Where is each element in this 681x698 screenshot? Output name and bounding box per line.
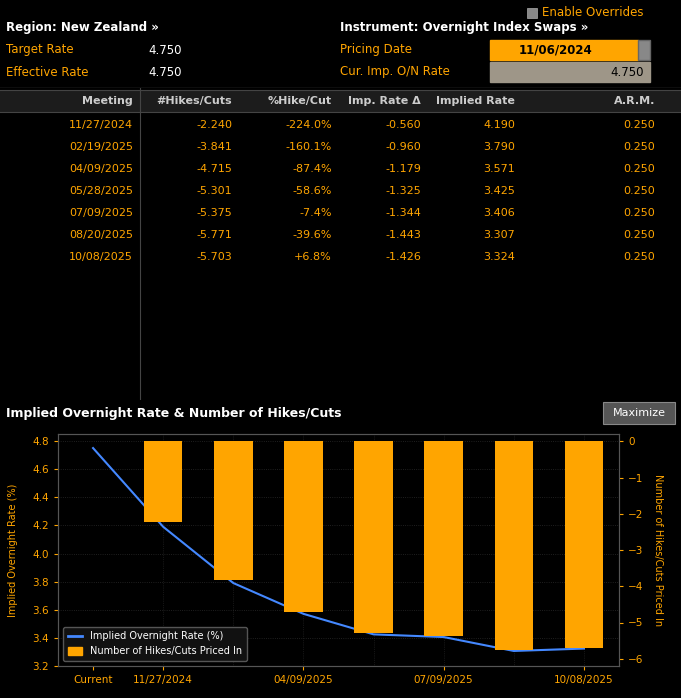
Bar: [0, 90, 681, 112]
Text: +6.8%: +6.8%: [294, 252, 332, 262]
Text: -39.6%: -39.6%: [293, 230, 332, 240]
Text: -224.0%: -224.0%: [285, 120, 332, 130]
Text: 0.250: 0.250: [623, 252, 655, 262]
Text: Target Rate: Target Rate: [6, 43, 74, 57]
Text: 3.324: 3.324: [483, 252, 515, 262]
Text: Effective Rate: Effective Rate: [6, 66, 89, 78]
Text: -5.703: -5.703: [196, 252, 232, 262]
Text: 4.750: 4.750: [610, 66, 644, 78]
Text: 11/06/2024: 11/06/2024: [519, 43, 593, 57]
Text: 07/09/2025: 07/09/2025: [69, 208, 133, 218]
Y-axis label: Number of Hikes/Cuts Priced In: Number of Hikes/Cuts Priced In: [653, 474, 663, 626]
Text: -1.443: -1.443: [385, 230, 421, 240]
Text: Pricing Date: Pricing Date: [340, 43, 412, 57]
Text: Region: New Zealand »: Region: New Zealand »: [6, 22, 159, 34]
Text: -1.179: -1.179: [385, 164, 421, 174]
Bar: [144, 441, 183, 522]
Bar: [638, 40, 650, 60]
Bar: [424, 441, 463, 636]
Text: 0.250: 0.250: [623, 208, 655, 218]
Bar: [354, 441, 393, 633]
Text: -3.841: -3.841: [196, 142, 232, 152]
Bar: [527, 8, 537, 18]
Text: 05/28/2025: 05/28/2025: [69, 186, 133, 196]
Text: 0.250: 0.250: [623, 142, 655, 152]
Text: -58.6%: -58.6%: [293, 186, 332, 196]
Bar: [490, 62, 650, 82]
Text: -0.560: -0.560: [385, 120, 421, 130]
Text: 4.750: 4.750: [148, 66, 182, 78]
Bar: [494, 441, 533, 651]
Text: 3.425: 3.425: [483, 186, 515, 196]
Text: 0.250: 0.250: [623, 186, 655, 196]
Text: -1.344: -1.344: [385, 208, 421, 218]
Text: 3.571: 3.571: [484, 164, 515, 174]
Bar: [565, 441, 603, 648]
Text: 0.250: 0.250: [623, 230, 655, 240]
Text: 4.190: 4.190: [483, 120, 515, 130]
Text: -2.240: -2.240: [196, 120, 232, 130]
Text: -5.301: -5.301: [196, 186, 232, 196]
Text: Implied Overnight Rate & Number of Hikes/Cuts: Implied Overnight Rate & Number of Hikes…: [6, 406, 341, 419]
Text: -0.960: -0.960: [385, 142, 421, 152]
Text: 02/19/2025: 02/19/2025: [69, 142, 133, 152]
Bar: [284, 441, 323, 612]
Text: 3.406: 3.406: [484, 208, 515, 218]
Text: -1.325: -1.325: [385, 186, 421, 196]
Bar: [490, 40, 638, 60]
Text: 11/27/2024: 11/27/2024: [69, 120, 133, 130]
Bar: [603, 402, 675, 424]
Text: A.R.M.: A.R.M.: [614, 96, 655, 106]
Text: Enable Overrides: Enable Overrides: [542, 6, 644, 20]
Y-axis label: Implied Overnight Rate (%): Implied Overnight Rate (%): [8, 483, 18, 617]
Legend: Implied Overnight Rate (%), Number of Hikes/Cuts Priced In: Implied Overnight Rate (%), Number of Hi…: [63, 627, 247, 661]
Text: -7.4%: -7.4%: [300, 208, 332, 218]
Text: -5.771: -5.771: [196, 230, 232, 240]
Text: 08/20/2025: 08/20/2025: [69, 230, 133, 240]
Bar: [214, 441, 253, 581]
Text: -160.1%: -160.1%: [286, 142, 332, 152]
Text: 0.250: 0.250: [623, 164, 655, 174]
Text: 0.250: 0.250: [623, 120, 655, 130]
Text: Imp. Rate Δ: Imp. Rate Δ: [348, 96, 421, 106]
Text: 4.750: 4.750: [148, 43, 182, 57]
Text: Maximize: Maximize: [612, 408, 665, 418]
Text: Implied Rate: Implied Rate: [436, 96, 515, 106]
Text: 3.307: 3.307: [484, 230, 515, 240]
Text: #Hikes/Cuts: #Hikes/Cuts: [157, 96, 232, 106]
Text: 3.790: 3.790: [483, 142, 515, 152]
Text: %Hike/Cut: %Hike/Cut: [268, 96, 332, 106]
Text: 04/09/2025: 04/09/2025: [69, 164, 133, 174]
Text: -87.4%: -87.4%: [292, 164, 332, 174]
Text: Cur. Imp. O/N Rate: Cur. Imp. O/N Rate: [340, 66, 450, 78]
Text: -1.426: -1.426: [385, 252, 421, 262]
Text: -4.715: -4.715: [196, 164, 232, 174]
Text: Instrument: Overnight Index Swaps »: Instrument: Overnight Index Swaps »: [340, 22, 588, 34]
Text: 10/08/2025: 10/08/2025: [69, 252, 133, 262]
Text: -5.375: -5.375: [196, 208, 232, 218]
Text: Meeting: Meeting: [82, 96, 133, 106]
